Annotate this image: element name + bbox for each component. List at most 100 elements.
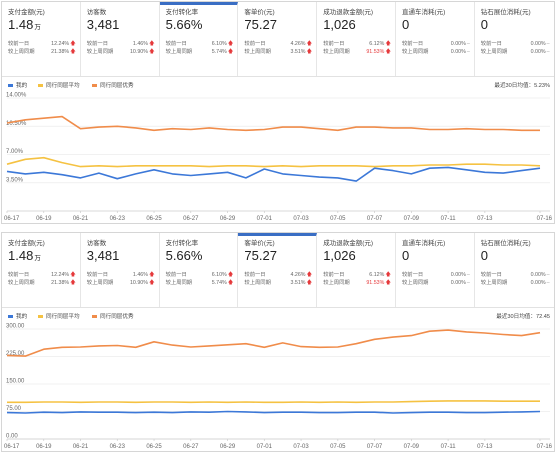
x-tick-label: 06-19 [36, 216, 52, 222]
metric-tab[interactable]: 成功退款金额(元) 1,026 较前一日 6.12%🡅 较上周同期 91.53%🡅 [317, 2, 396, 76]
dash-icon: – [466, 49, 470, 55]
metric-tab[interactable]: 成功退款金额(元) 1,026 较前一日 6.12%🡅 较上周同期 91.53%🡅 [317, 233, 396, 307]
compare-percent: 21.38% [51, 49, 70, 55]
metric-label: 支付金额(元) [8, 9, 45, 16]
metric-tab[interactable]: 支付金额(元) 1.48万 较前一日 12.24%🡅 较上周同期 21.38%🡅 [2, 233, 81, 307]
x-tick-label: 07-07 [367, 216, 383, 222]
dash-icon: – [546, 41, 550, 47]
compare-percent: 4.26% [290, 272, 306, 278]
arrow-up-icon: 🡅 [227, 41, 234, 47]
metric-tab[interactable]: 支付转化率 5.66% 较前一日 6.10%🡅 较上周同期 5.74%🡅 [160, 233, 239, 307]
compare-label: 较前一日 [8, 41, 30, 47]
series-line-excellent[interactable] [6, 329, 541, 357]
series-line-mine[interactable] [6, 410, 541, 414]
series-line-mine[interactable] [6, 166, 541, 182]
x-tick-label: 07-13 [477, 444, 493, 450]
metric-tab[interactable]: 直通车消耗(元) 0 较前一日 0.00%– 较上周同期 0.00%– [396, 233, 475, 307]
metric-tab[interactable]: 支付金额(元) 1.48万 较前一日 12.24%🡅 较上周同期 21.38%🡅 [2, 2, 81, 76]
metric-tab[interactable]: 客单价(元) 75.27 较前一日 4.26%🡅 较上周同期 3.51%🡅 [238, 2, 318, 76]
dash-icon: – [546, 272, 550, 278]
series-line-excellent[interactable] [6, 115, 540, 132]
compare-percent: 5.74% [211, 49, 227, 55]
compare-percent: 0.00% [530, 41, 546, 47]
metric-compare-row: 较上周同期 5.74%🡅 [166, 279, 234, 287]
arrow-up-icon: 🡅 [306, 49, 313, 55]
x-tick-label: 06-17 [4, 444, 20, 450]
x-tick-label: 07-07 [367, 444, 383, 450]
metric-compare-row: 较前一日 6.12%🡅 [323, 40, 391, 48]
metric-tabs: 支付金额(元) 1.48万 较前一日 12.24%🡅 较上周同期 21.38%🡅 访客数 3,… [2, 2, 554, 77]
metric-tab[interactable]: 访客数 3,481 较前一日 1.46%🡅 较上周同期 10.90%🡅 [81, 2, 160, 76]
compare-percent: 6.10% [211, 41, 227, 47]
x-tick-label: 06-27 [183, 444, 199, 450]
metric-value: 5.66% [166, 248, 234, 265]
metric-value-number: 1,026 [323, 248, 356, 263]
arrow-up-icon: 🡅 [227, 280, 234, 286]
dash-icon: – [466, 272, 470, 278]
metric-tab[interactable]: 支付转化率 5.66% 较前一日 6.10%🡅 较上周同期 5.74%🡅 [159, 2, 239, 76]
legend-swatch-mine [8, 84, 13, 88]
metric-compare-row: 较上周同期 21.38%🡅 [8, 48, 76, 56]
dash-icon: – [546, 49, 550, 55]
metric-compare-row: 较上周同期 10.90%🡅 [87, 279, 155, 287]
legend-item-mine[interactable]: 我的 [8, 312, 27, 320]
metric-value-number: 1,026 [323, 17, 356, 32]
metric-label: 直通车消耗(元) [401, 9, 446, 16]
metric-compare-row: 较前一日 0.00%– [481, 40, 550, 48]
compare-percent: 0.00% [450, 41, 466, 47]
x-tick-label: 06-17 [4, 216, 20, 222]
compare-label: 较上周同期 [8, 49, 35, 55]
metric-compare-row: 较上周同期 0.00%– [481, 48, 550, 56]
x-tick-label: 06-29 [220, 216, 236, 222]
x-tick-label: 07-01 [257, 444, 273, 450]
compare-label: 较前一日 [165, 41, 187, 47]
legend-item-excellent[interactable]: 同行同层优秀 [92, 312, 134, 320]
compare-percent: 6.12% [369, 41, 385, 47]
metric-value-number: 5.66% [165, 17, 203, 32]
dashboard-panel-unit-price: 支付金额(元) 1.48万 较前一日 12.24%🡅 较上周同期 21.38%🡅 访客数 3,… [1, 232, 555, 452]
dashboard-panel-conversion: 支付金额(元) 1.48万 较前一日 12.24%🡅 较上周同期 21.38%🡅 访客数 3,… [1, 1, 555, 224]
metric-tab[interactable]: 访客数 3,481 较前一日 1.46%🡅 较上周同期 10.90%🡅 [81, 233, 160, 307]
compare-percent: 0.00% [450, 272, 466, 278]
y-tick-label: 0.00 [6, 434, 18, 440]
metric-tab[interactable]: 客单价(元) 75.27 较前一日 4.26%🡅 较上周同期 3.51%🡅 [238, 233, 318, 307]
metric-compare-row: 较上周同期 0.00%– [481, 279, 550, 287]
x-tick-label: 06-21 [73, 444, 89, 450]
legend-item-average[interactable]: 同行同层平均 [38, 81, 80, 89]
series-line-average[interactable] [7, 400, 540, 404]
legend-item-average[interactable]: 同行同层平均 [38, 312, 80, 320]
metric-tab[interactable]: 钻石展位消耗(元) 0 较前一日 0.00%– 较上周同期 0.00%– [475, 233, 554, 307]
line-chart-unit-price: 0.00 75.00 150.00 225.00 300.00 06-17 06-19 06-… [2, 322, 554, 451]
arrow-up-icon: 🡅 [385, 41, 391, 47]
x-tick-label: 07-11 [441, 216, 457, 222]
metric-value: 0 [402, 17, 470, 34]
series-line-average[interactable] [6, 156, 541, 168]
compare-label: 较上周同期 [401, 280, 429, 286]
metric-label: 支付转化率 [165, 240, 199, 247]
x-tick-label: 07-16 [537, 444, 553, 450]
metric-tab[interactable]: 直通车消耗(元) 0 较前一日 0.00%– 较上周同期 0.00%– [396, 2, 475, 76]
x-tick-label: 07-05 [330, 216, 346, 222]
metric-tab[interactable]: 钻石展位消耗(元) 0 较前一日 0.00%– 较上周同期 0.00%– [475, 2, 554, 76]
compare-percent: 10.90% [129, 49, 148, 55]
line-chart-conversion: 3.50% 7.00% 10.50% 14.00% 06-17 06-19 06-21 06-… [2, 91, 554, 223]
compare-label: 较上周同期 [480, 280, 508, 286]
arrow-up-icon: 🡅 [227, 49, 234, 55]
compare-label: 较前一日 [323, 41, 345, 47]
legend-item-excellent[interactable]: 同行同层优秀 [92, 81, 134, 89]
compare-label: 较上周同期 [323, 280, 350, 286]
metric-compare-row: 较前一日 6.12%🡅 [323, 271, 391, 279]
compare-label: 较前一日 [401, 41, 424, 47]
y-tick-label: 150.00 [6, 379, 25, 385]
metric-compare-row: 较前一日 6.10%🡅 [166, 271, 234, 279]
legend-swatch-mine [8, 315, 13, 319]
compare-label: 较上周同期 [401, 49, 429, 55]
arrow-up-icon: 🡅 [70, 280, 76, 286]
legend-item-mine[interactable]: 我的 [8, 81, 27, 89]
x-tick-label: 06-23 [110, 216, 126, 222]
y-tick-label: 300.00 [6, 324, 25, 330]
metric-value: 75.27 [244, 17, 312, 34]
compare-percent: 12.24% [51, 41, 70, 47]
metric-compare-row: 较上周同期 3.51%🡅 [244, 279, 312, 287]
metric-compare-row: 较前一日 1.46%🡅 [87, 40, 155, 48]
